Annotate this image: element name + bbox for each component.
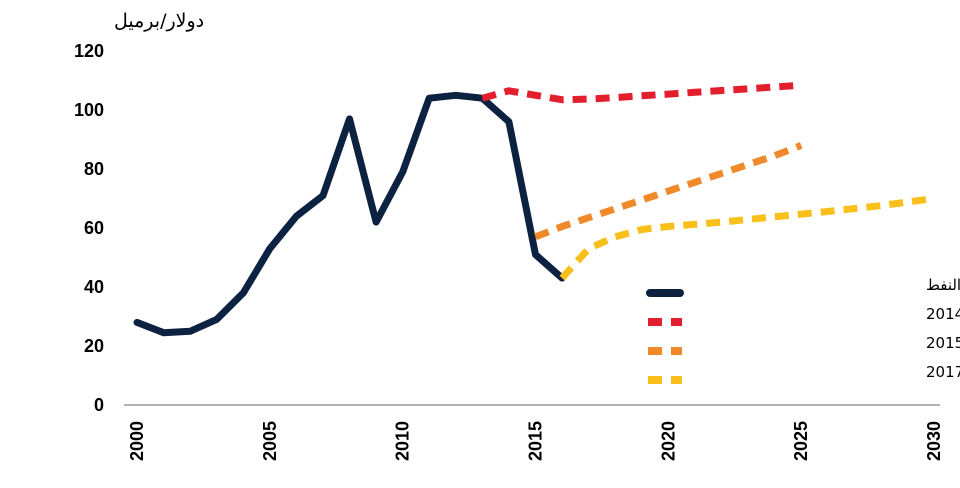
y-axis-ticks: 0 20 40 60 80 100 120 <box>74 41 104 415</box>
x-tick-label: 2000 <box>127 421 147 461</box>
series-line-2 <box>481 81 802 104</box>
y-tick-label: 40 <box>84 277 104 297</box>
x-tick-label: 2025 <box>791 421 811 461</box>
y-tick-label: 60 <box>84 218 104 238</box>
x-axis-ticks: 2000 2005 2010 2015 2020 2025 2030 <box>127 421 944 461</box>
legend-label-4: توقعات أكتوبر | تشرين الأول 2017 <box>926 362 960 381</box>
x-tick-label: 2005 <box>260 421 280 461</box>
series-line-1 <box>133 91 566 337</box>
series-line-4 <box>559 195 935 281</box>
y-tick-label: 120 <box>74 41 104 61</box>
legend-label-2: توقعات يوليو | تموز 2014 <box>926 305 960 323</box>
series-lines <box>133 81 935 337</box>
y-tick-label: 20 <box>84 336 104 356</box>
x-tick-label: 2020 <box>658 421 678 461</box>
x-tick-label: 2015 <box>526 421 546 461</box>
series-line-3 <box>534 142 803 241</box>
legend: سعر النفط توقعات يوليو | تموز 2014 توقعات … <box>646 276 960 384</box>
y-tick-label: 80 <box>84 159 104 179</box>
y-tick-label: 0 <box>94 395 104 415</box>
y-tick-label: 100 <box>74 100 104 120</box>
legend-label-1: سعر النفط <box>926 276 960 294</box>
x-tick-label: 2030 <box>924 421 944 461</box>
x-tick-label: 2010 <box>393 421 413 461</box>
y-axis-label: دولار/برميل <box>114 10 204 32</box>
legend-label-3: توقعات يوليو | تموز 2015 <box>926 334 960 352</box>
